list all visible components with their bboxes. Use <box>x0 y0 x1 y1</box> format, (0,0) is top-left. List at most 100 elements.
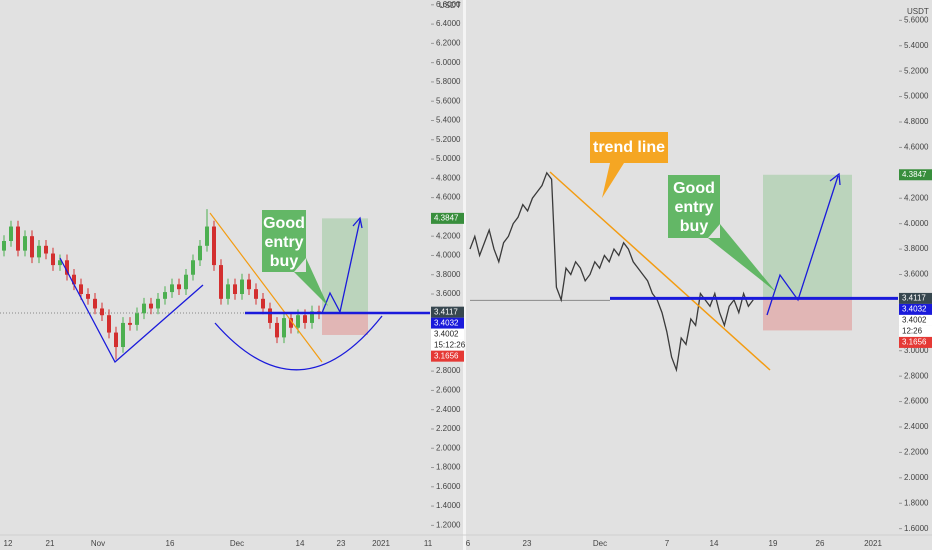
candle-body <box>149 303 153 309</box>
pane-divider <box>463 0 466 550</box>
price-marker <box>431 306 464 318</box>
y-tick-label: 4.8000 <box>904 117 929 126</box>
y-tick-label: 1.8000 <box>436 463 461 472</box>
y-tick-label: 6.2000 <box>436 38 461 47</box>
x-tick-label: 23 <box>523 539 532 548</box>
y-tick-label: 6.0000 <box>436 58 461 67</box>
x-tick-label: Dec <box>593 539 607 548</box>
candle-body <box>254 289 258 299</box>
y-tick-label: 6.4000 <box>436 19 461 28</box>
x-tick-label: 23 <box>337 539 346 548</box>
trend-callout-text: trend line <box>593 139 665 156</box>
countdown: 12:26 <box>902 327 923 336</box>
trend-line <box>209 212 323 363</box>
y-tick-label: 2.6000 <box>436 386 461 395</box>
price-marker-label: 4.3847 <box>434 213 459 222</box>
candle-body <box>16 226 20 251</box>
price-marker-label: 3.4117 <box>902 294 926 303</box>
candle-body <box>23 236 27 251</box>
y-tick-label: 1.6000 <box>436 482 461 491</box>
y-tick-label: 4.6000 <box>904 143 929 152</box>
price-marker <box>899 292 932 304</box>
y-tick-label: 2.0000 <box>436 443 461 452</box>
y-tick-label: 1.4000 <box>436 501 461 510</box>
candle-body <box>184 274 188 290</box>
candle-body <box>275 322 279 338</box>
callout-box <box>668 175 776 292</box>
trend-callout-box <box>590 132 668 198</box>
candle-body <box>30 236 34 258</box>
target-zone <box>763 174 852 299</box>
price-marker <box>431 328 464 340</box>
x-tick-label: 14 <box>710 539 719 548</box>
countdown-box <box>431 339 464 351</box>
price-marker-label: 3.4032 <box>902 305 927 314</box>
y-tick-label: 2.4000 <box>436 405 461 414</box>
x-tick-label: 2021 <box>372 539 390 548</box>
y-tick-label: 5.6000 <box>436 96 461 105</box>
candle-body <box>72 274 76 285</box>
axis-unit: USDT <box>439 1 461 10</box>
price-marker-label: 3.4117 <box>434 307 458 316</box>
y-tick-label: 5.8000 <box>436 77 461 86</box>
price-marker <box>899 303 932 315</box>
candle-body <box>128 322 132 325</box>
countdown-box <box>899 325 932 337</box>
callout-text: Good <box>263 215 305 232</box>
candle-body <box>51 253 55 266</box>
callout-text: entry <box>674 199 713 216</box>
candle-body <box>289 318 293 328</box>
x-tick-label: 11 <box>424 539 433 548</box>
candle-body <box>44 245 48 254</box>
candle-body <box>2 240 6 251</box>
candle-body <box>233 284 237 295</box>
candle-body <box>114 332 118 348</box>
y-tick-label: 2.4000 <box>904 422 929 431</box>
price-marker-label: 3.4002 <box>434 329 459 338</box>
price-marker <box>431 212 464 224</box>
candle-body <box>170 284 174 293</box>
candle-body <box>142 303 146 314</box>
candle-body <box>86 294 90 299</box>
price-marker-label: 4.3847 <box>902 170 927 179</box>
candle-body <box>226 284 230 299</box>
price-marker <box>899 314 932 326</box>
y-tick-label: 4.0000 <box>904 219 929 228</box>
candle-body <box>9 226 13 241</box>
trend-line <box>549 171 771 371</box>
stop-zone <box>763 298 852 331</box>
price-marker-label: 3.1656 <box>902 338 927 347</box>
y-tick-label: 2.2000 <box>436 424 461 433</box>
candle-body <box>100 308 104 316</box>
candle-body <box>79 284 83 295</box>
x-tick-label: 7 <box>665 539 670 548</box>
x-tick-label: 14 <box>296 539 305 548</box>
x-tick-label: 2021 <box>864 539 882 548</box>
price-marker-label: 3.4032 <box>434 318 459 327</box>
countdown: 15:12:26 <box>434 340 466 349</box>
y-tick-label: 3.6000 <box>436 289 461 298</box>
y-tick-label: 2.2000 <box>904 448 929 457</box>
y-tick-label: 4.0000 <box>436 251 461 260</box>
y-tick-label: 1.6000 <box>904 524 929 533</box>
y-tick-label: 2.0000 <box>904 473 929 482</box>
x-tick-label: 21 <box>46 539 55 548</box>
x-tick-label: Nov <box>91 539 105 548</box>
y-tick-label: 1.2000 <box>436 520 461 529</box>
y-tick-label: 5.4000 <box>436 116 461 125</box>
candle-body <box>268 308 272 323</box>
candle-body <box>261 298 265 309</box>
bowl-pattern <box>214 315 383 371</box>
candle-body <box>219 265 223 299</box>
candle-body <box>107 315 111 333</box>
x-tick-label: 26 <box>816 539 825 548</box>
price-marker-label: 3.4002 <box>902 316 927 325</box>
price-marker <box>899 169 932 181</box>
x-tick-label: 19 <box>769 539 778 548</box>
price-marker <box>899 336 932 348</box>
callout-text: entry <box>264 234 303 251</box>
candle-body <box>212 226 216 266</box>
candle-body <box>135 313 139 325</box>
candle-body <box>191 260 195 275</box>
